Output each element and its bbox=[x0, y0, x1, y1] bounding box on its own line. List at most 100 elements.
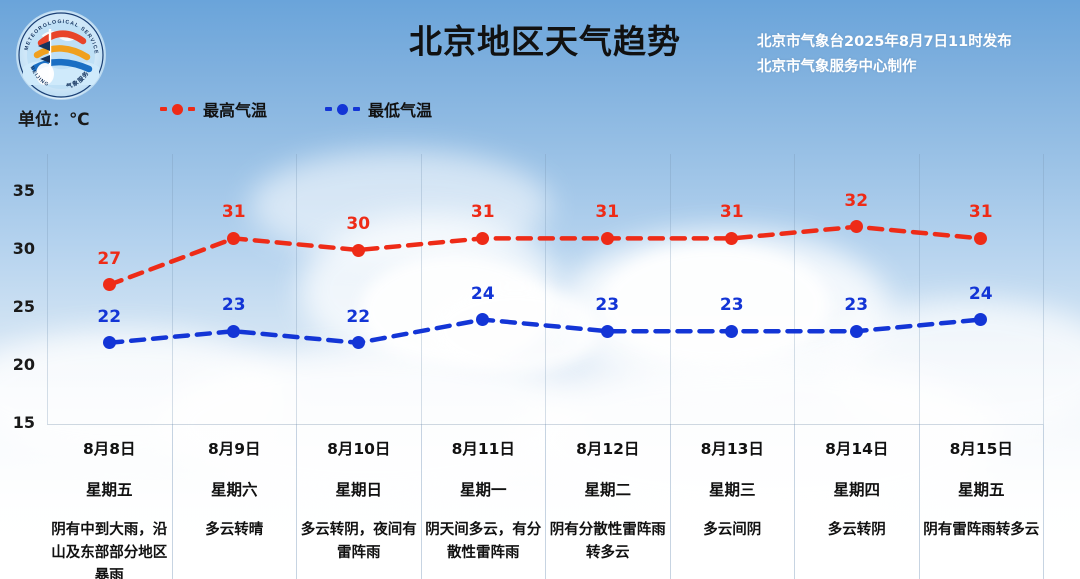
legend-label-low: 最低气温 bbox=[368, 101, 433, 120]
high-temperature-value-label: 31 bbox=[968, 202, 993, 223]
legend-item-high: 最高气温 bbox=[160, 97, 267, 121]
high-temperature-value-label: 31 bbox=[595, 202, 620, 223]
unit-label: 单位：℃ bbox=[18, 110, 90, 130]
forecast-weekday: 星期六 bbox=[210, 481, 258, 499]
legend-dot-icon bbox=[337, 103, 349, 115]
forecast-date: 8月8日 bbox=[82, 440, 136, 458]
forecast-weekday: 星期四 bbox=[833, 481, 880, 499]
low-temperature-value-label: 23 bbox=[595, 295, 620, 316]
chart-gridline-vertical bbox=[669, 154, 671, 424]
chart-gridline-vertical bbox=[918, 154, 920, 424]
low-temperature-value-label: 23 bbox=[719, 295, 744, 316]
high-temperature-line bbox=[107, 224, 983, 288]
forecast-weekday: 星期二 bbox=[584, 481, 631, 499]
table-right-border bbox=[1043, 424, 1044, 579]
high-temperature-point bbox=[600, 231, 614, 245]
legend-item-low: 最低气温 bbox=[325, 97, 432, 121]
high-temperature-value-label: 31 bbox=[470, 202, 495, 223]
y-axis-tick-label: 35 bbox=[12, 181, 35, 200]
forecast-date: 8月14日 bbox=[825, 440, 889, 458]
forecast-day-column: 8月15日星期五阴有雷阵雨转多云 bbox=[918, 424, 1044, 579]
low-temperature-point bbox=[849, 324, 863, 338]
low-temperature-point bbox=[725, 324, 739, 338]
forecast-weekday: 星期日 bbox=[335, 481, 382, 499]
forecast-day-column: 8月8日星期五阴有中到大雨，沿山及东部部分地区暴雨 bbox=[47, 424, 172, 579]
high-temperature-point bbox=[725, 231, 739, 245]
forecast-weekday: 星期一 bbox=[459, 481, 507, 499]
low-temperature-point bbox=[227, 324, 241, 338]
forecast-date: 8月9日 bbox=[207, 440, 261, 458]
forecast-day-column: 8月12日星期二阴有分散性雷阵雨转多云 bbox=[545, 424, 670, 579]
legend-dot-icon bbox=[172, 103, 183, 115]
low-temperature-value-label: 22 bbox=[346, 306, 371, 327]
chart-gridline-vertical bbox=[171, 154, 173, 424]
forecast-date: 8月11日 bbox=[451, 440, 515, 458]
chart-gridline-vertical bbox=[296, 154, 297, 424]
low-temperature-value-label: 22 bbox=[97, 306, 122, 327]
forecast-date: 8月10日 bbox=[327, 440, 391, 458]
legend-dash-icon bbox=[160, 107, 167, 111]
low-temperature-point bbox=[974, 313, 988, 327]
high-temperature-value-label: 30 bbox=[346, 214, 371, 234]
forecast-day-column: 8月9日星期六多云转晴 bbox=[171, 424, 297, 579]
y-axis-tick-label: 25 bbox=[12, 297, 35, 316]
forecast-date: 8月12日 bbox=[576, 440, 640, 458]
high-temperature-point bbox=[102, 278, 116, 292]
low-temperature-value-label: 24 bbox=[968, 283, 993, 304]
low-temperature-point bbox=[600, 324, 614, 338]
legend-dash-icon bbox=[353, 107, 361, 111]
high-temperature-value-label: 31 bbox=[719, 202, 744, 223]
low-temperature-value-label: 23 bbox=[844, 295, 869, 316]
chart-gridline-vertical bbox=[545, 154, 546, 424]
low-temperature-point bbox=[351, 336, 365, 350]
low-temperature-value-label: 23 bbox=[221, 295, 246, 316]
forecast-date: 8月15日 bbox=[949, 440, 1013, 458]
legend-dash-icon bbox=[188, 107, 195, 111]
low-temperature-value-label: 24 bbox=[470, 283, 495, 304]
chart-gridline-vertical bbox=[794, 154, 795, 424]
forecast-weekday: 星期五 bbox=[85, 481, 133, 499]
forecast-table: 8月8日 星期五 阴有中到大雨，沿山及东部部分地区暴雨 8月9日 星期六 多云转晴 8月10… bbox=[47, 424, 1043, 579]
legend-dash-icon bbox=[325, 107, 333, 111]
page-title: 北京地区天气趋势 bbox=[409, 22, 681, 61]
forecast-condition: 阴有分散性雷阵雨转多云 bbox=[549, 522, 666, 561]
chart-gridline-vertical bbox=[1043, 154, 1044, 424]
forecast-condition: 多云转晴 bbox=[205, 522, 264, 538]
publisher-info: 北京市气象台2025年8月7日11时发布 北京市气象服务中心制作 bbox=[757, 30, 1012, 80]
high-temperature-point bbox=[227, 231, 241, 245]
high-temperature-point bbox=[351, 243, 365, 257]
forecast-condition: 阴有雷阵雨转多云 bbox=[923, 522, 1040, 538]
forecast-condition: 多云转阴，夜间有雷阵雨 bbox=[300, 522, 417, 561]
forecast-date: 8月13日 bbox=[700, 440, 764, 458]
forecast-weekday: 星期五 bbox=[957, 481, 1005, 499]
forecast-condition: 多云间阴 bbox=[703, 522, 762, 538]
forecast-condition: 阴有中到大雨，沿山及东部部分地区暴雨 bbox=[51, 522, 168, 579]
forecast-condition: 多云转阴 bbox=[827, 522, 886, 538]
forecast-condition: 阴天间多云，有分散性雷阵雨 bbox=[425, 522, 542, 561]
low-temperature-point bbox=[476, 313, 490, 327]
y-axis-tick-label: 15 bbox=[12, 413, 35, 432]
chart-axis-line bbox=[47, 424, 1043, 425]
high-temperature-value-label: 31 bbox=[221, 202, 246, 223]
chart-gridline-vertical bbox=[420, 154, 422, 424]
publisher-line-1: 北京市气象台2025年8月7日11时发布 bbox=[757, 34, 1012, 50]
forecast-day-column: 8月10日星期日多云转阴，夜间有雷阵雨 bbox=[296, 424, 421, 579]
chart-gridline-vertical bbox=[47, 154, 48, 424]
publisher-line-2: 北京市气象服务中心制作 bbox=[757, 59, 917, 75]
high-temperature-point bbox=[476, 231, 490, 245]
chart-legend: 最高气温 最低气温 bbox=[160, 97, 432, 121]
logo: METEOROLOGICAL SERVICE BEIJING 气象服务 bbox=[16, 10, 106, 100]
y-axis-tick-label: 30 bbox=[12, 239, 35, 258]
y-axis-tick-label: 20 bbox=[12, 355, 35, 374]
high-temperature-point bbox=[974, 231, 988, 245]
legend-label-high: 最高气温 bbox=[203, 101, 268, 120]
high-temperature-value-label: 32 bbox=[844, 190, 869, 211]
forecast-weekday: 星期三 bbox=[708, 481, 756, 499]
low-temperature-line bbox=[107, 317, 983, 346]
forecast-day-column: 8月14日星期四多云转阴 bbox=[794, 424, 919, 579]
low-temperature-point bbox=[102, 336, 116, 350]
forecast-day-column: 8月13日星期三多云间阴 bbox=[669, 424, 795, 579]
high-temperature-point bbox=[849, 220, 863, 234]
